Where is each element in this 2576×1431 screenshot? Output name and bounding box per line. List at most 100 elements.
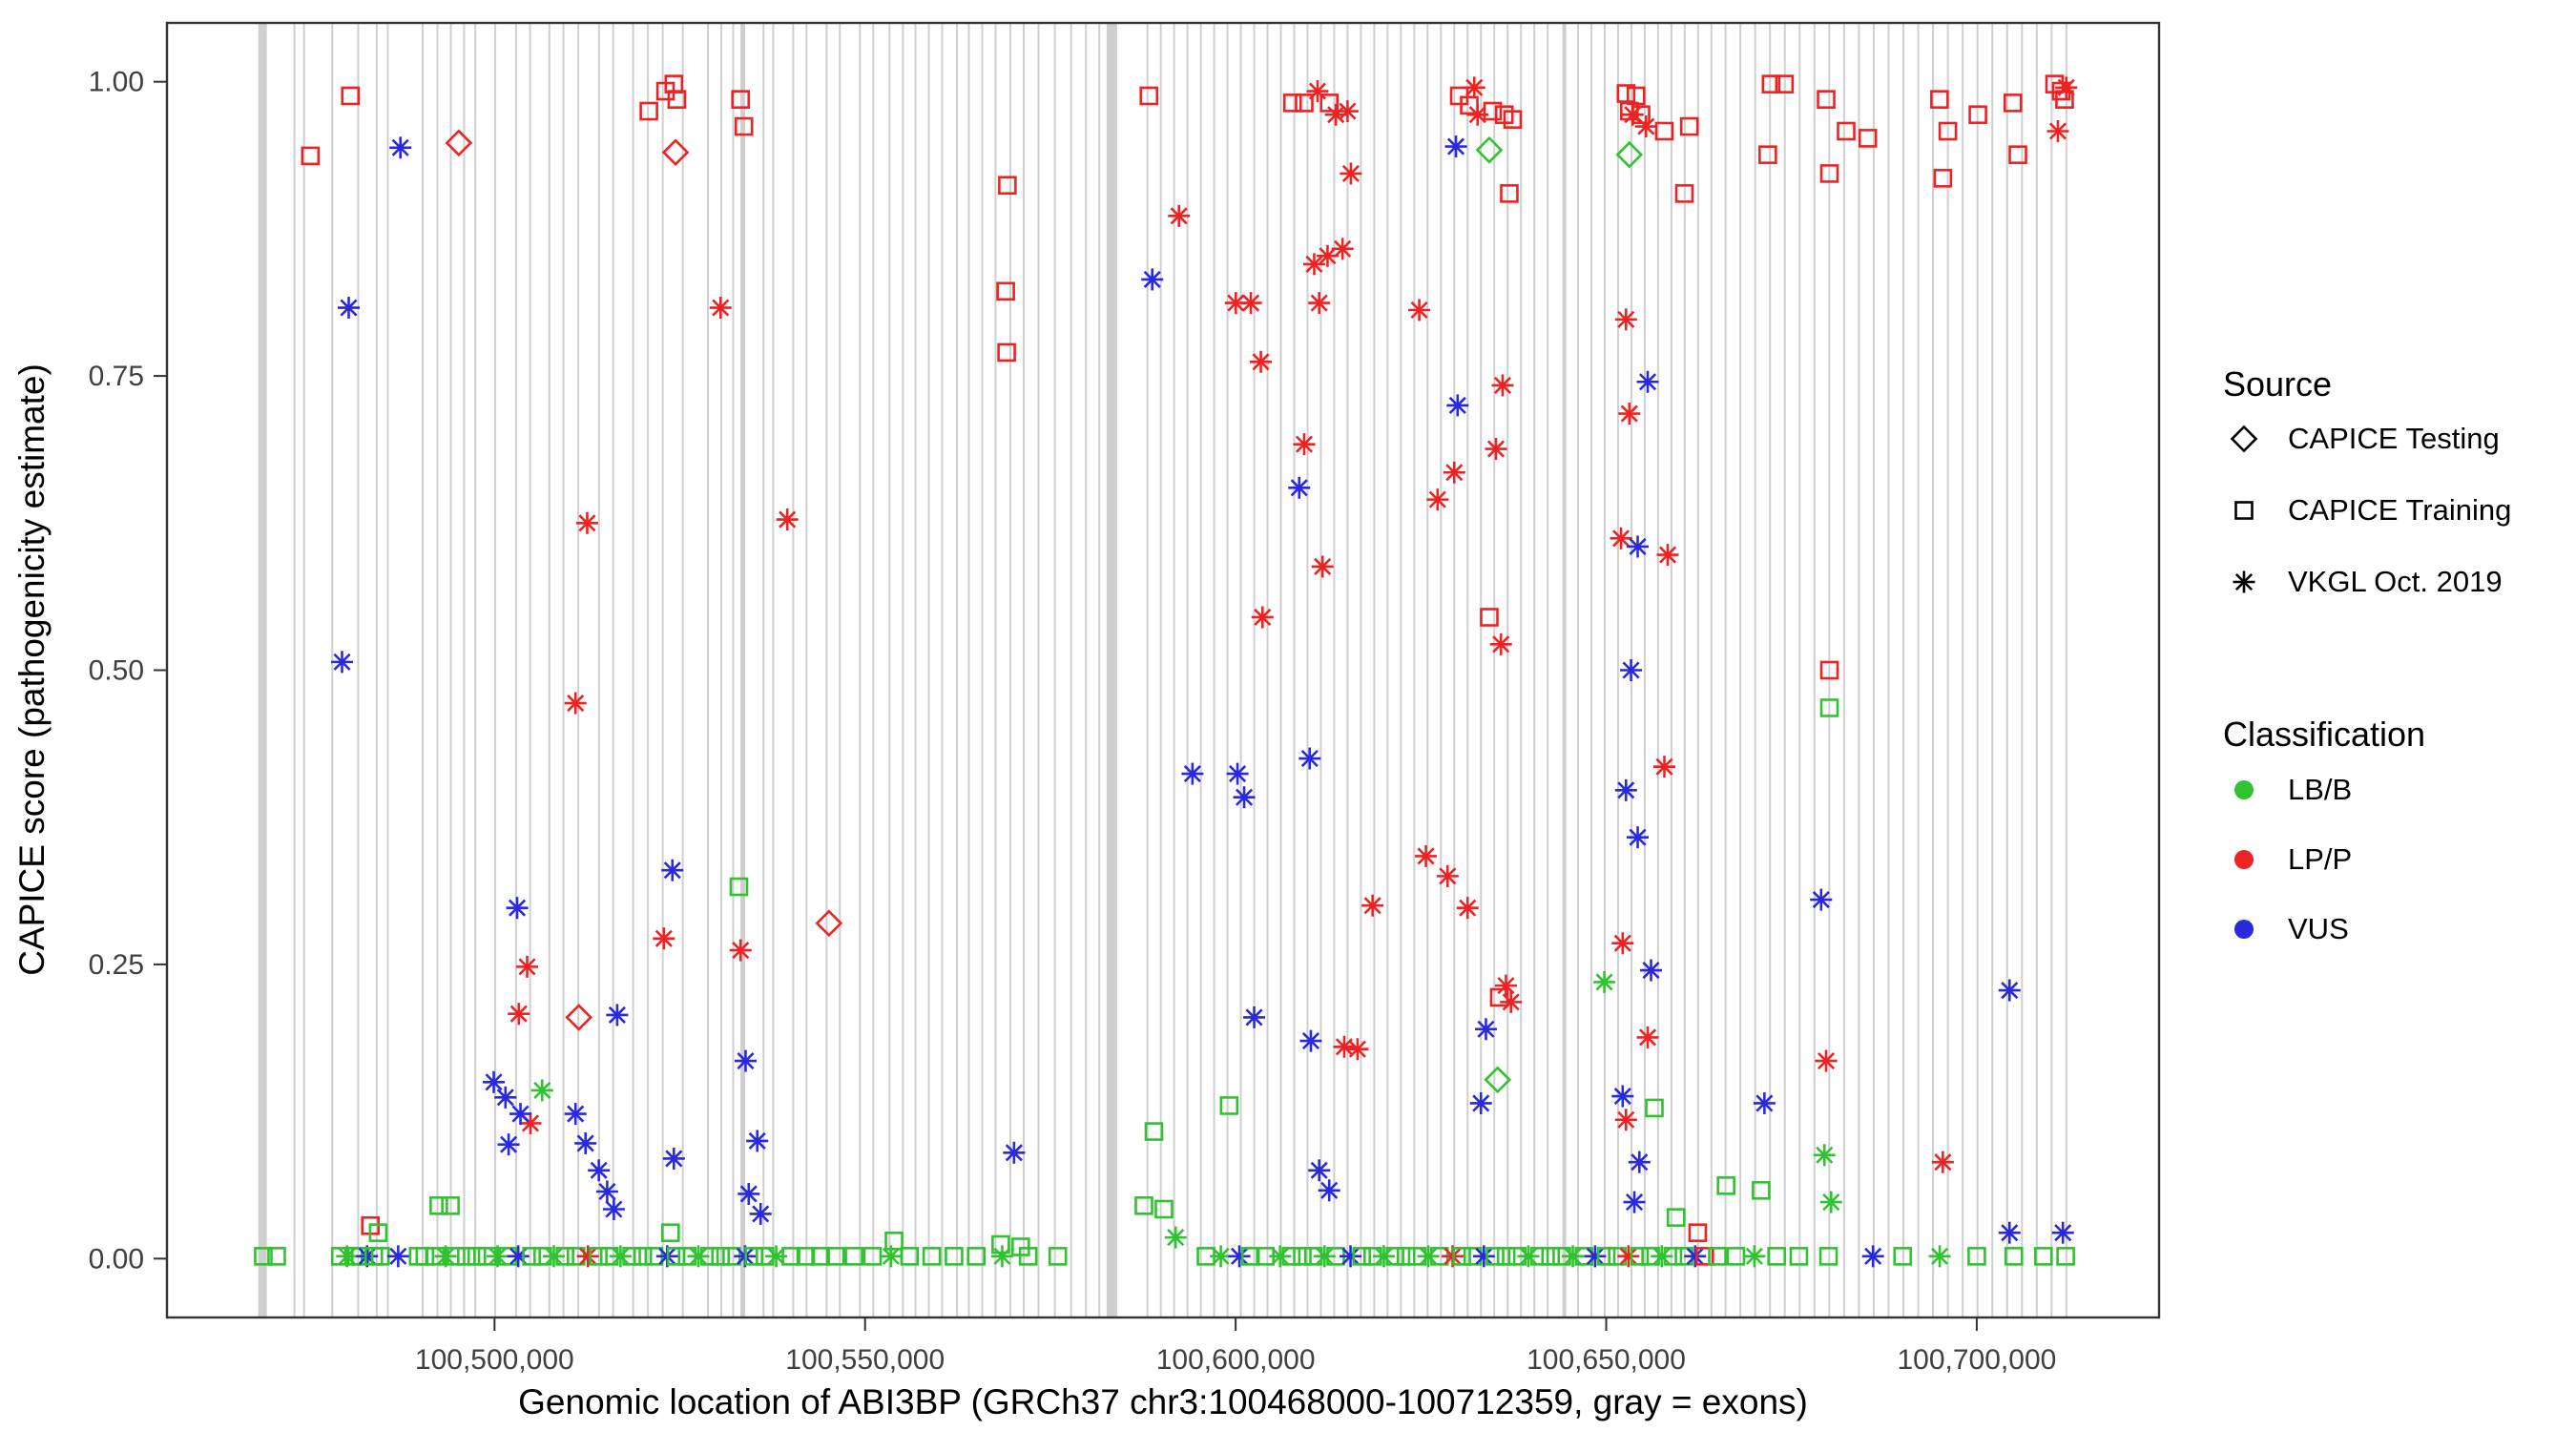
data-point-training-square [900, 1247, 920, 1266]
exon-bar [386, 23, 389, 1317]
data-point-vkgl-asterisk [1361, 894, 1384, 917]
axes-layer: 100,500,000 100,550,000 100,600,000 100,650… [89, 67, 2057, 1376]
exon-bar [1946, 23, 1949, 1317]
data-point-vkgl-asterisk [1233, 786, 1256, 809]
data-point-vkgl-asterisk [1340, 162, 1362, 185]
data-point-training-square [267, 1247, 286, 1266]
data-point-vkgl-asterisk [1313, 1245, 1336, 1268]
data-point-vkgl-asterisk [542, 1245, 565, 1268]
data-point-vkgl-asterisk [1417, 1245, 1440, 1268]
data-point-vkgl-asterisk [1593, 970, 1616, 993]
data-point-testing-diamond [1615, 140, 1644, 169]
data-point-vkgl-asterisk [1627, 535, 1650, 558]
exon-bar [1266, 23, 1269, 1317]
exon-bar [1386, 23, 1389, 1317]
data-point-vkgl-asterisk [1415, 844, 1438, 867]
data-point-training-square [661, 1223, 680, 1242]
data-point-vkgl-asterisk [1743, 1245, 1766, 1268]
legend-item-vkgl-oct-2019: VKGL Oct. 2019 [2233, 565, 2503, 598]
data-point-training-square [884, 1232, 904, 1251]
exon-bar [825, 23, 828, 1317]
exon-bar [1008, 23, 1011, 1317]
data-point-training-square [667, 90, 687, 109]
data-point-vkgl-asterisk [331, 651, 354, 674]
data-point-training-square [1295, 93, 1314, 113]
exon-bar [1146, 23, 1149, 1317]
data-point-vkgl-asterisk [1318, 1179, 1340, 1202]
data-point-vkgl-asterisk [1164, 1226, 1187, 1249]
data-point-training-square [744, 1247, 764, 1266]
exon-bar [494, 23, 497, 1317]
data-point-training-square [1663, 1247, 1683, 1266]
data-point-vkgl-asterisk [1308, 292, 1331, 315]
data-point-vkgl-asterisk [1298, 747, 1321, 770]
exon-bar [1213, 23, 1215, 1317]
exon-bar [597, 23, 600, 1317]
data-point-vkgl-asterisk [746, 1130, 769, 1152]
data-point-vkgl-asterisk [1627, 826, 1650, 849]
x-tick-label: 100,700,000 [1897, 1344, 2056, 1376]
data-point-vkgl-asterisk [1426, 488, 1449, 511]
exon-bar [2050, 23, 2053, 1317]
exon-bar [1696, 23, 1699, 1317]
exon-bar [1562, 23, 1567, 1317]
data-point-vkgl-asterisk [1408, 299, 1431, 321]
data-point-vkgl-asterisk [564, 1103, 587, 1126]
data-point-training-square [1541, 1247, 1561, 1266]
data-point-training-square [1489, 987, 1509, 1007]
data-point-training-square [1645, 1098, 1664, 1118]
data-point-vkgl-asterisk [1224, 292, 1247, 315]
exon-bar [1754, 23, 1756, 1317]
data-point-vkgl-asterisk [508, 1003, 530, 1026]
data-point-training-square [1893, 1247, 1913, 1266]
data-point-training-square [1281, 1247, 1301, 1266]
data-point-training-square [811, 1247, 830, 1266]
exon-bar [1373, 23, 1376, 1317]
data-point-vkgl-asterisk [1463, 76, 1485, 99]
data-point-training-square [1654, 121, 1674, 141]
y-tick-label: 0.50 [89, 655, 144, 687]
exon-bar [859, 23, 862, 1317]
data-point-training-square [1480, 608, 1499, 627]
data-point-vkgl-asterisk [588, 1159, 611, 1182]
exon-bar [1739, 23, 1742, 1317]
exon-bar [762, 23, 765, 1317]
data-point-training-square [1596, 1247, 1616, 1266]
exon-bar [805, 23, 808, 1317]
data-point-vkgl-asterisk [486, 1245, 509, 1268]
data-point-vkgl-asterisk [1436, 864, 1459, 887]
data-point-testing-diamond [565, 1004, 593, 1031]
data-point-vkgl-asterisk [1226, 762, 1249, 785]
data-point-vkgl-asterisk [1618, 403, 1641, 425]
points-layer [254, 74, 2078, 1268]
data-point-vkgl-asterisk [1861, 1245, 1884, 1268]
exon-bar [1798, 23, 1801, 1317]
data-point-training-square [699, 1247, 719, 1266]
data-point-testing-diamond [815, 909, 843, 938]
data-point-training-square [429, 1196, 448, 1215]
exon-bar [1783, 23, 1786, 1317]
data-point-vkgl-asterisk [1819, 1191, 1842, 1213]
exon-bar [1037, 23, 1040, 1317]
data-point-vkgl-asterisk [1931, 1151, 1954, 1173]
x-axis-title: Genomic location of ABI3BP (GRCh37 chr3:… [518, 1382, 1808, 1421]
data-point-training-square [1726, 1247, 1746, 1266]
data-point-training-square [2008, 145, 2027, 164]
data-point-vkgl-asterisk [1998, 979, 2021, 1002]
exon-bar [577, 23, 580, 1317]
data-point-vkgl-asterisk [1239, 292, 1262, 315]
exon-bar [1199, 23, 1202, 1317]
exon-bar [258, 23, 267, 1317]
legend-color-dot-vus [2234, 920, 2254, 939]
data-point-training-square [1154, 1199, 1174, 1219]
exon-bar [1813, 23, 1816, 1317]
data-point-training-square [1837, 121, 1856, 141]
data-point-vkgl-asterisk [1610, 527, 1632, 550]
data-point-training-square [1775, 74, 1795, 93]
data-point-vkgl-asterisk [575, 511, 598, 534]
exon-bar [888, 23, 891, 1317]
exon-bar [1724, 23, 1727, 1317]
data-point-vkgl-asterisk [776, 508, 799, 531]
data-point-training-square [1938, 121, 1958, 141]
